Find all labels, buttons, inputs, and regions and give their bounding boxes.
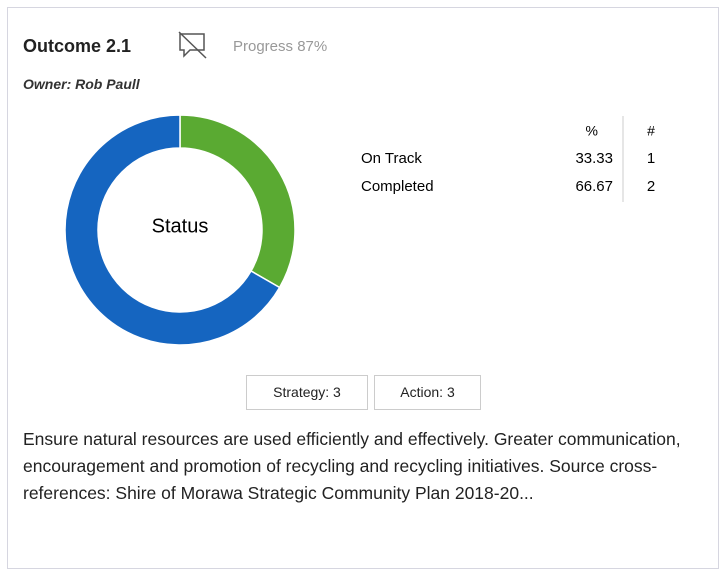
description: Ensure natural resources are used effici… <box>23 429 681 503</box>
donut-segment <box>179 114 296 289</box>
center-label: Status <box>152 215 209 237</box>
title: Outcome 2.1 <box>23 36 132 56</box>
strategy-button[interactable]: Strategy: 3 <box>246 375 368 410</box>
row-count: 2 <box>647 178 655 195</box>
row-label: On Track <box>361 150 422 167</box>
comment-icon[interactable] <box>176 30 210 60</box>
outcome-card: Outcome 2.1 Progress 87% Owner: Rob Paul… <box>7 7 719 569</box>
donut-segment <box>64 114 281 346</box>
column-header: % <box>586 123 598 139</box>
row-percent: 66.67 <box>575 178 613 195</box>
row-label: Completed <box>361 178 434 195</box>
donut-chart: Status% # On Track 33.33 1 Completed 66.67 2 <box>64 114 655 346</box>
row-percent: 33.33 <box>575 150 613 167</box>
owner: Owner: Rob Paull <box>23 76 140 92</box>
progress: Progress 87% <box>233 38 328 55</box>
column-header: # <box>647 123 655 139</box>
action-button[interactable]: Action: 3 <box>374 375 481 410</box>
row-count: 1 <box>647 150 655 167</box>
